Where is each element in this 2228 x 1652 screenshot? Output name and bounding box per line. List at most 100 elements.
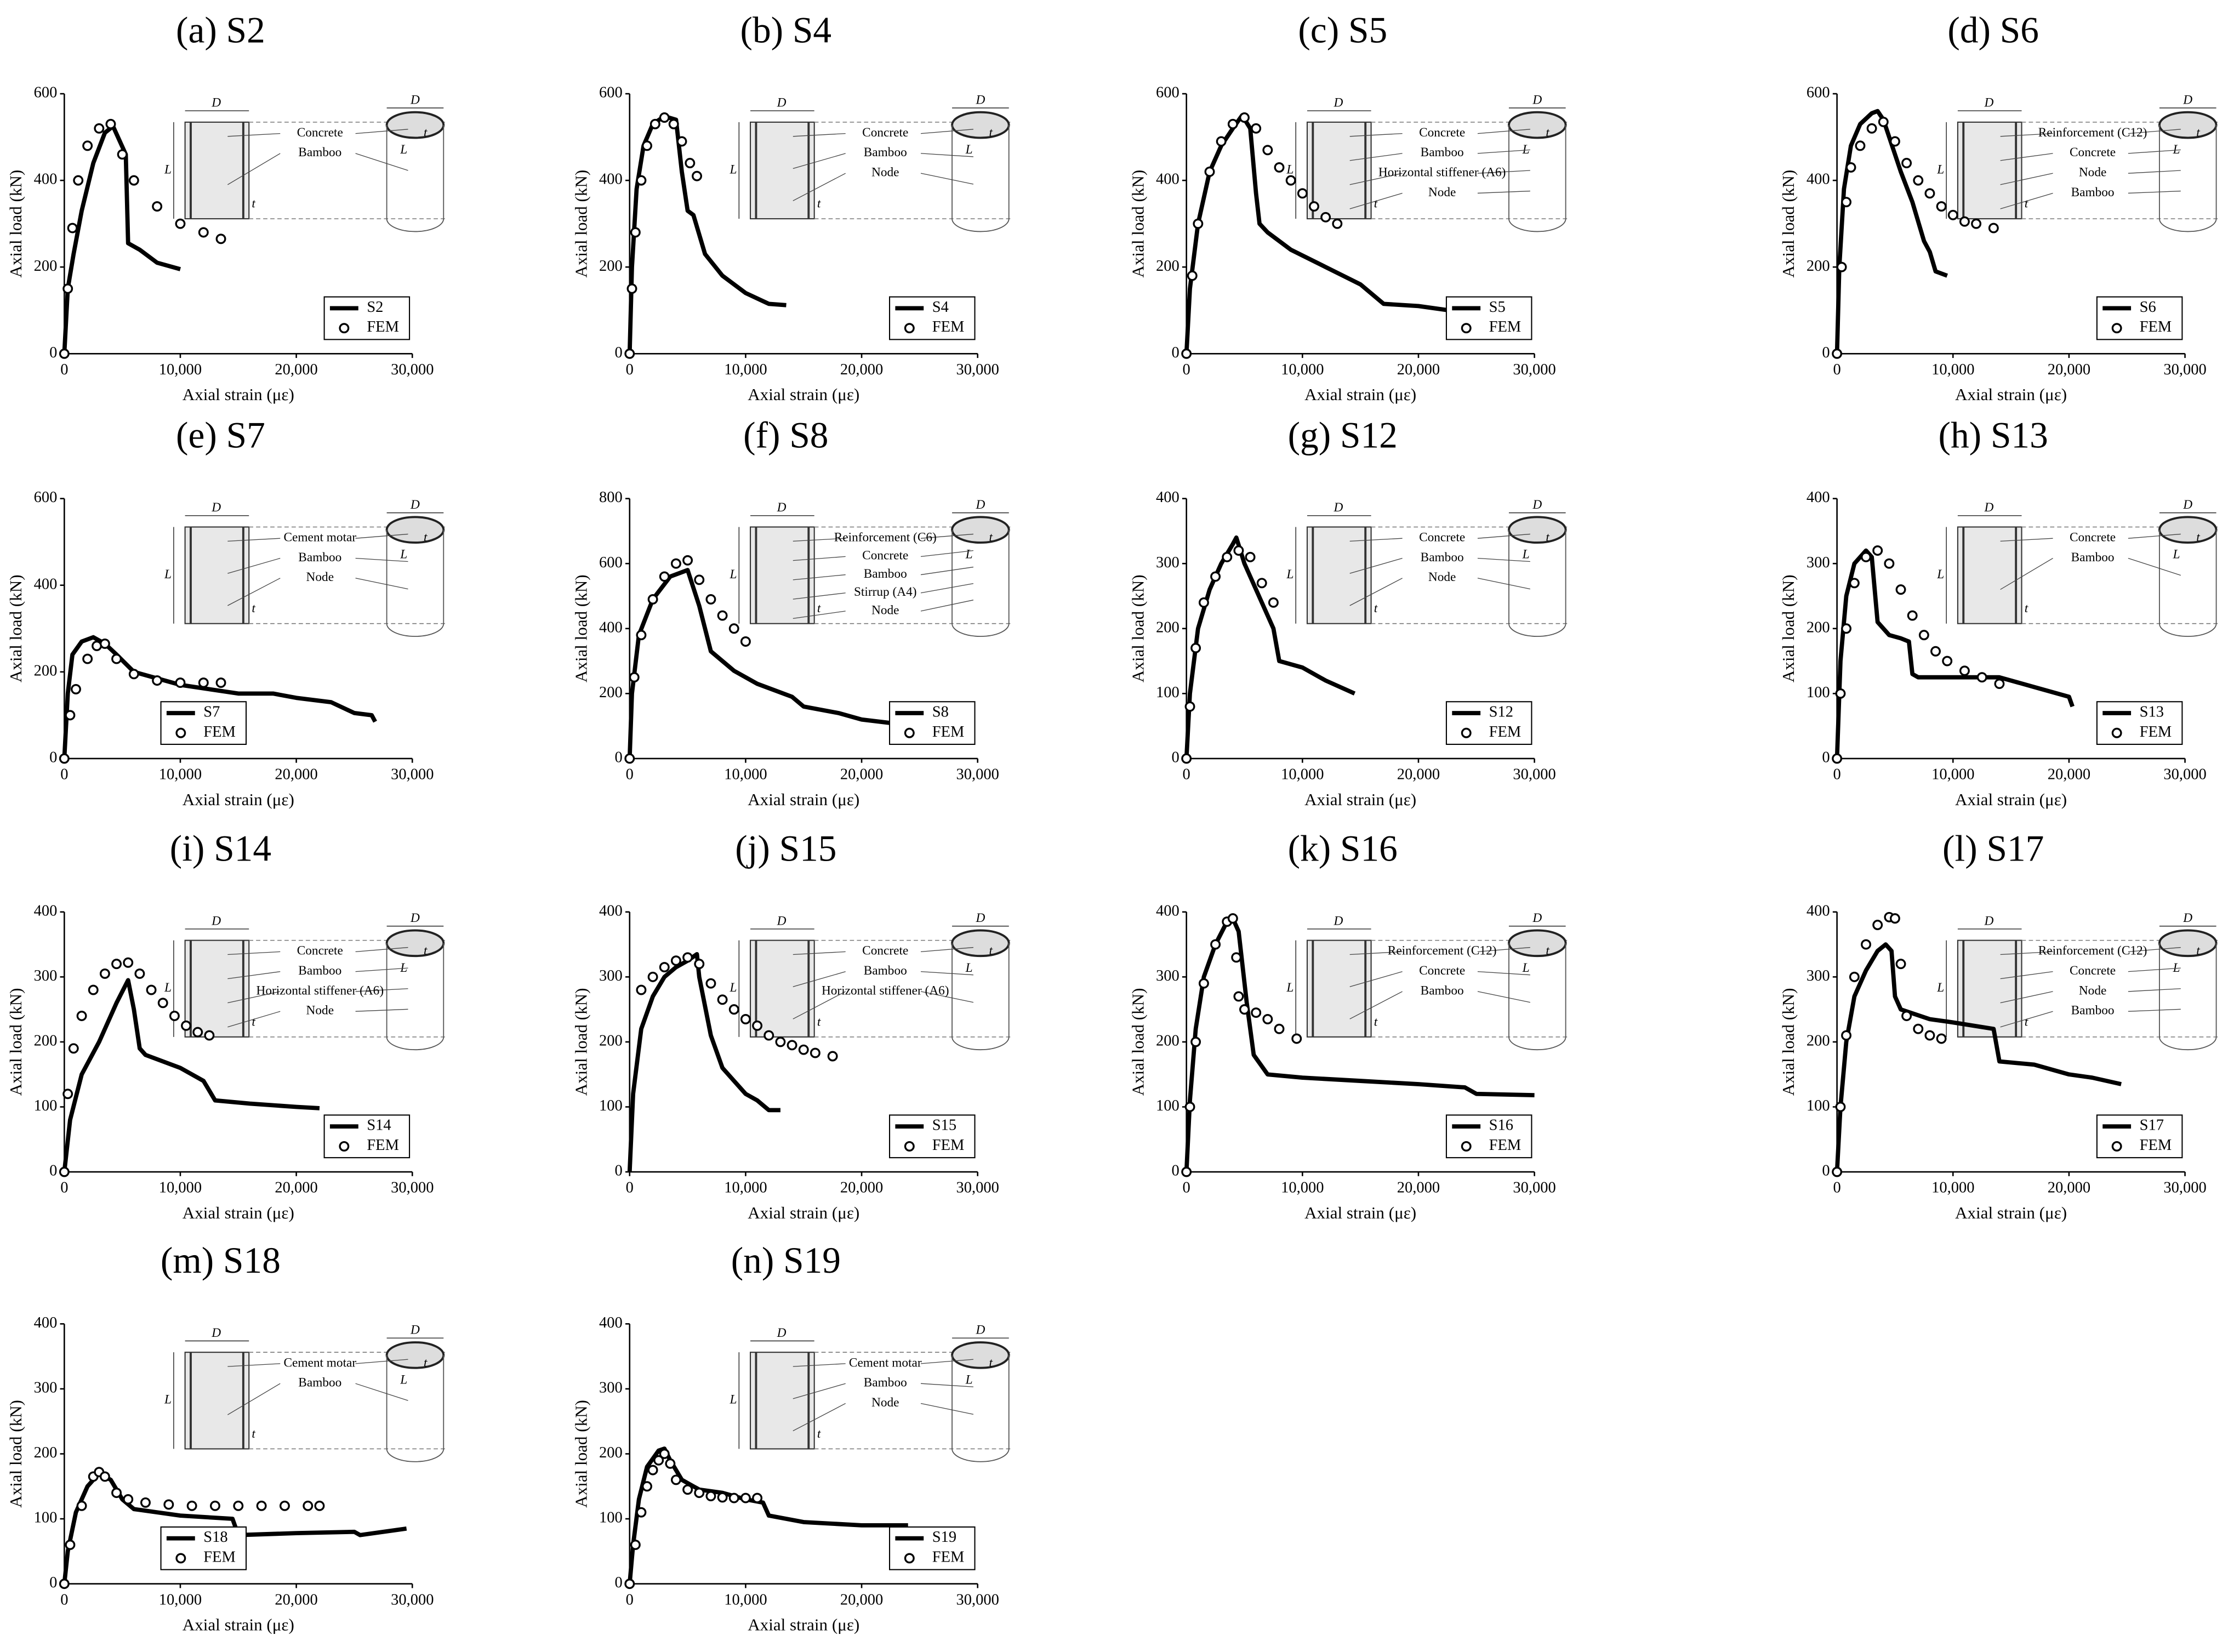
legend-box — [1445, 296, 1532, 340]
fem-point — [740, 1493, 751, 1503]
inset-dim: t — [2025, 1015, 2028, 1029]
inset-dim: L — [2173, 548, 2180, 562]
fem-point — [670, 955, 681, 966]
inset-dim: L — [400, 961, 407, 975]
fem-point — [624, 1579, 635, 1590]
inset-dim: t — [424, 1355, 428, 1370]
inset-leader — [1349, 192, 1403, 209]
inset-cylinder-body — [951, 125, 1010, 232]
inset-leader — [1349, 133, 1403, 137]
fem-point — [92, 640, 102, 651]
inset-dim: D — [2183, 93, 2192, 107]
fem-point — [1832, 753, 1843, 764]
x-tick-label: 20,000 — [2048, 766, 2090, 783]
inset-leader — [793, 153, 846, 169]
panel-title: (h) S13 — [1939, 414, 2048, 455]
inset-label: Bamboo — [298, 145, 341, 159]
inset-dim: t — [2196, 944, 2200, 958]
inset-dim: L — [2173, 143, 2180, 157]
fem-point — [192, 1027, 203, 1038]
inset-label: Bamboo — [2071, 1004, 2115, 1018]
inset-label: Reinforcement (C6) — [834, 531, 937, 545]
legend-marker — [175, 1553, 186, 1564]
fem-point — [99, 638, 110, 649]
legend: S7 FEM — [160, 701, 247, 745]
x-tick-label: 10,000 — [1281, 766, 1324, 783]
legend-label: S12 — [1489, 704, 1513, 721]
legend-label: FEM — [932, 724, 965, 740]
y-tick-label: 0 — [1822, 344, 1830, 361]
fem-point — [76, 1500, 87, 1511]
fem-point — [1184, 1102, 1195, 1112]
fem-point — [88, 984, 99, 995]
inset-leader — [1477, 533, 1530, 539]
legend-marker — [904, 727, 915, 738]
panel: (n) S19 0 10,000 20,000 30,000 0 100 200 300 400 A… — [571, 1240, 1012, 1634]
y-axis-label: Axial load (kN) — [1779, 574, 1798, 682]
x-tick-label: 0 — [1183, 361, 1190, 378]
x-tick-label: 10,000 — [724, 766, 767, 783]
inset-leader — [355, 533, 408, 539]
legend-label: FEM — [1489, 1137, 1522, 1154]
x-tick-label: 0 — [1833, 766, 1840, 783]
y-tick-label: 400 — [599, 1314, 623, 1331]
legend-label: S8 — [932, 704, 949, 721]
inset-leader — [920, 947, 973, 953]
x-axis-label: Axial strain (με) — [1304, 1203, 1416, 1222]
x-tick-label: 20,000 — [840, 1180, 883, 1197]
inset-section — [750, 1352, 815, 1450]
inset-leader — [793, 1363, 846, 1367]
inset-leader — [793, 574, 846, 580]
x-tick-label: 30,000 — [391, 766, 434, 783]
inset-diagram: D D L Lt t Reinforcement (C12) Concrete Bamboo — [1286, 911, 1569, 1051]
legend-marker — [904, 323, 915, 334]
inset-section — [750, 526, 815, 624]
inset-diagram: D D L Lt t Concrete Bamboo Node — [1286, 498, 1569, 637]
inset-section — [1957, 526, 2022, 624]
fem-point — [1942, 656, 1953, 667]
fem-point — [1884, 558, 1895, 569]
panel-title: (l) S17 — [1942, 828, 2044, 869]
y-tick-label: 100 — [34, 1509, 58, 1526]
legend-label: FEM — [2140, 724, 2172, 740]
legend-marker — [2111, 1141, 2122, 1152]
inset-leader — [1349, 173, 1403, 185]
inset-label: Concrete — [862, 549, 908, 563]
fem-point — [279, 1500, 290, 1511]
inset-leader — [2000, 538, 2053, 542]
inset-dim: t — [424, 531, 428, 545]
inset-cylinder-body — [1508, 529, 1566, 637]
inset-leader — [2000, 971, 2053, 979]
x-axis-label: Axial strain (με) — [748, 1615, 859, 1634]
y-axis-label: Axial load (kN) — [1128, 988, 1147, 1096]
legend-box — [160, 701, 247, 745]
x-tick-label: 0 — [1183, 1180, 1190, 1197]
inset-dim: D — [777, 96, 787, 110]
fem-point — [1994, 679, 2005, 690]
inset-leader — [2000, 192, 2053, 209]
y-tick-label: 0 — [1171, 1163, 1179, 1180]
inset-dim: D — [777, 914, 787, 928]
panel: (m) S18 0 10,000 20,000 30,000 0 100 200 300 400 A… — [6, 1240, 447, 1634]
y-tick-label: 600 — [599, 84, 623, 101]
inset-leader — [2128, 533, 2181, 539]
fem-point — [76, 1011, 87, 1021]
x-tick-label: 30,000 — [1513, 1180, 1555, 1197]
inset-dim: D — [410, 498, 420, 512]
x-axis-label: Axial strain (με) — [1304, 790, 1416, 809]
fem-point — [1181, 348, 1192, 359]
fem-point — [1872, 545, 1883, 556]
fem-point — [1204, 166, 1215, 177]
inset-dim: D — [211, 96, 221, 110]
fem-point — [649, 118, 660, 129]
inset-dim: L — [1286, 162, 1294, 176]
inset-dim: L — [1286, 567, 1294, 582]
fem-point — [1889, 913, 1900, 924]
y-tick-label: 400 — [1156, 171, 1179, 188]
inset-dim: t — [1546, 531, 1549, 545]
inset-dim: t — [424, 126, 428, 140]
inset-leader — [1349, 951, 1403, 955]
x-tick-label: 0 — [626, 766, 634, 783]
fem-point — [198, 677, 209, 688]
inset-section — [184, 939, 250, 1038]
